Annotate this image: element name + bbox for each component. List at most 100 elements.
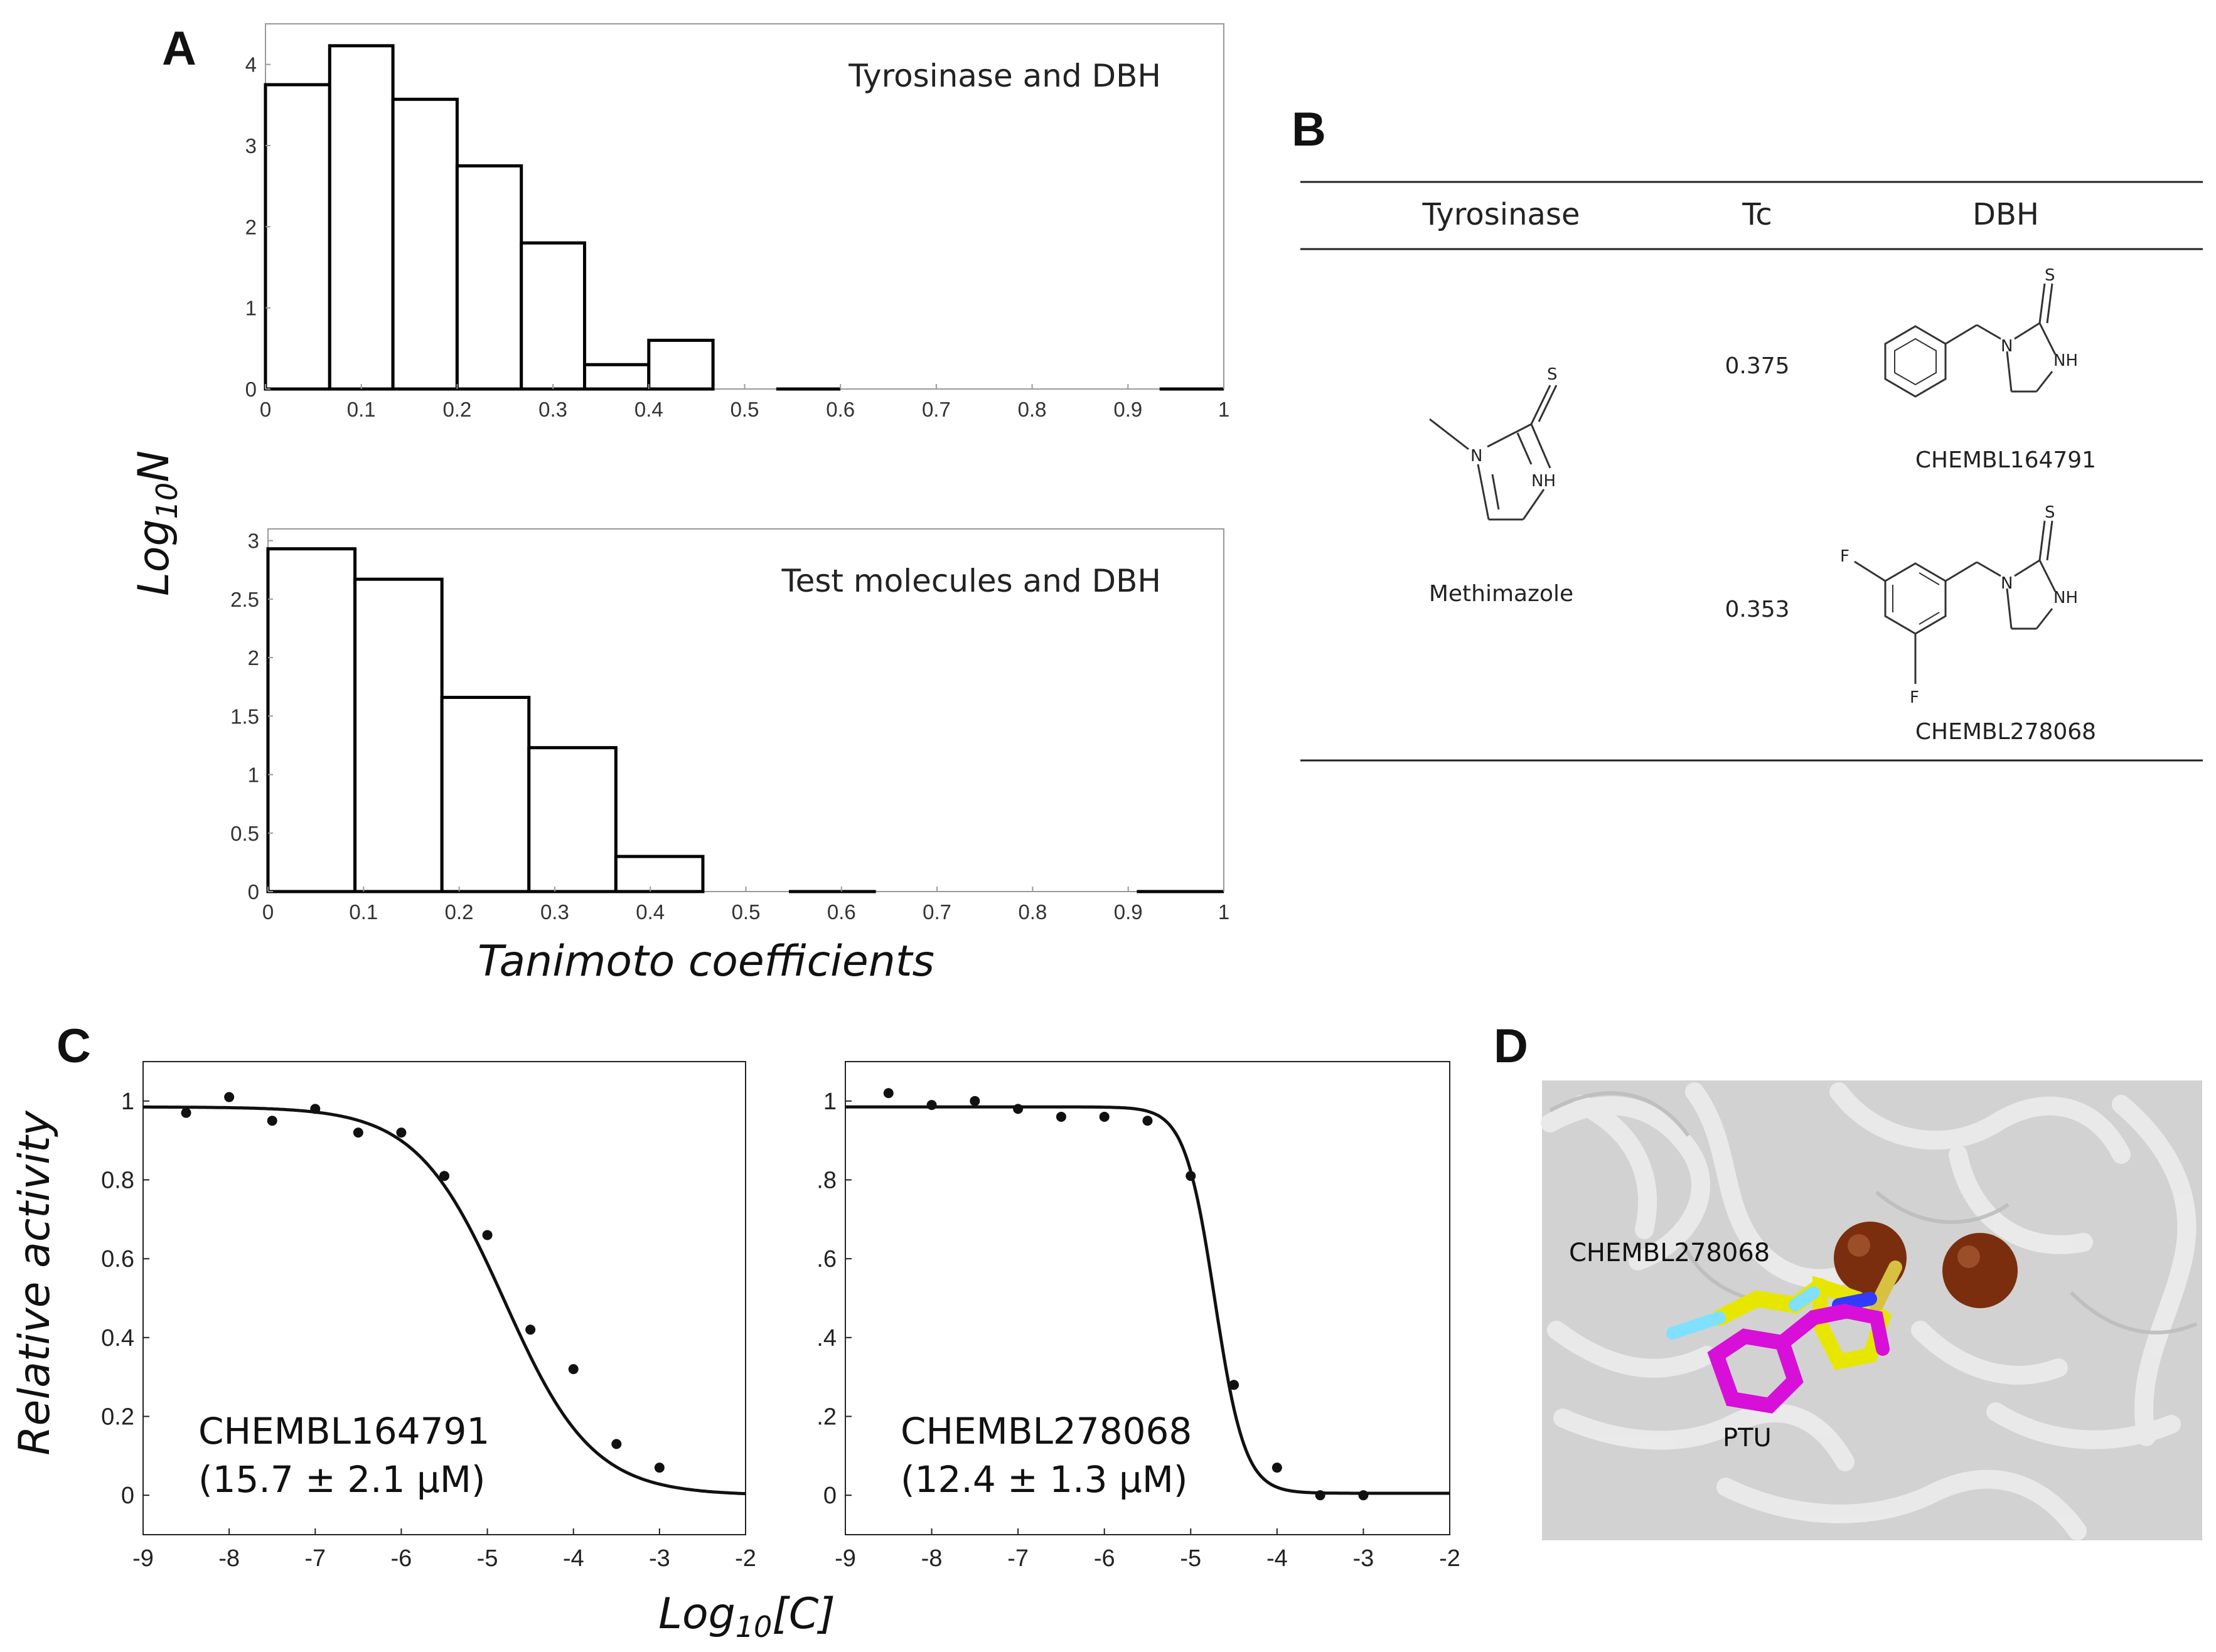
x-tick-label-7: -2 <box>735 1545 756 1572</box>
dose-response-chembl164791: -9 -8 -7 -6 -5 -4 -3 -2 0 0.2 0.4 0.6 0.8 1 CHEMBL1647… <box>101 1061 756 1572</box>
x-tick-label-7: 0.7 <box>922 398 951 421</box>
x-tick-label-0: -9 <box>835 1545 856 1572</box>
docked-ligand-label: CHEMBL278068 <box>1569 1239 1770 1267</box>
hist-bar-1 <box>353 577 444 893</box>
hist-bar-5 <box>582 363 651 391</box>
tc-value-row-2: 0.353 <box>1725 597 1789 622</box>
x-tick-label-5: 0.5 <box>732 900 761 924</box>
table-header-tyrosinase: Tyrosinase <box>1421 197 1580 232</box>
hist-title: Test molecules and DBH <box>781 563 1161 599</box>
data-point-9 <box>1271 1463 1282 1473</box>
y-tick-label-1: .2 <box>816 1404 837 1431</box>
data-point-0 <box>181 1107 191 1118</box>
y-tick-label-0: 0 <box>248 880 259 903</box>
dose-xlabel: Log10[C] <box>658 1589 835 1644</box>
data-point-11 <box>654 1463 665 1473</box>
x-tick-label-2: -7 <box>1007 1545 1029 1572</box>
axes-frame <box>142 1061 746 1535</box>
chembl164791-structure <box>1884 283 2057 398</box>
chembl164791-nh-atom: NH <box>2053 351 2078 370</box>
hist-bar-4 <box>520 241 586 391</box>
tc-value-row-1: 0.375 <box>1725 353 1789 379</box>
x-tick-label-5: -4 <box>1266 1545 1288 1572</box>
histogram-test-molecules-dbh: 0 0.1 0.2 0.3 0.4 0.5 0.6 0.7 0.8 0.9 1 0 0.5 1 1.5 2 2.… <box>230 528 1229 924</box>
x-tick-label-5: 0.5 <box>731 398 759 421</box>
y-tick-label-1: 0.2 <box>101 1404 134 1431</box>
y-tick-label-3: .6 <box>816 1246 837 1272</box>
hist-bar-6 <box>647 338 715 391</box>
chembl278068-structure <box>1854 520 2057 684</box>
panel-label-c: C <box>56 1020 91 1073</box>
chembl278068-s-atom: S <box>2045 503 2055 522</box>
x-tick-label-2: -7 <box>304 1545 326 1572</box>
y-tick-label-5: 1 <box>823 1089 837 1115</box>
panel-label-b: B <box>1292 103 1326 156</box>
data-point-9 <box>568 1364 579 1375</box>
y-tick-label-2: .4 <box>816 1325 837 1351</box>
fit-curve <box>143 1105 746 1496</box>
ligand-sticks <box>1666 1260 1902 1414</box>
hist-bar-2 <box>391 97 459 391</box>
data-point-8 <box>1229 1380 1239 1390</box>
tyrosinase-compound-name: Methimazole <box>1429 581 1573 607</box>
hist-bar-0 <box>266 547 357 893</box>
x-tick-label-6: -3 <box>649 1545 670 1572</box>
data-point-1 <box>926 1100 937 1111</box>
data-point-6 <box>1142 1116 1153 1126</box>
y-tick-label-4: 0.8 <box>101 1168 134 1194</box>
dose-response-chembl278068: -9 -8 -7 -6 -5 -4 -3 -2 0 .2 .4 .6 .8 1 CHEMBL278068 (1… <box>816 1061 1460 1572</box>
x-tick-label-8: 0.8 <box>1018 398 1047 421</box>
metal-ion-1 <box>1834 1222 1907 1294</box>
compound-label: CHEMBL278068 <box>901 1410 1192 1452</box>
chembl278068-f-atom-top: F <box>1840 547 1849 566</box>
chembl164791-n-atom: N <box>2001 337 2013 356</box>
methimazole-n-atom: N <box>1470 447 1482 466</box>
methimazole-structure <box>1429 385 1558 521</box>
x-tick-label-9: 0.9 <box>1114 900 1143 924</box>
y-tick-label-5: 2.5 <box>230 588 259 611</box>
compound-label: CHEMBL164791 <box>198 1410 490 1452</box>
y-tick-label-4: .8 <box>816 1168 837 1194</box>
data-point-2 <box>970 1095 980 1106</box>
x-tick-label-7: 0.7 <box>923 900 951 924</box>
hist-bar-1 <box>328 44 395 391</box>
x-tick-label-9: 0.9 <box>1113 398 1142 421</box>
x-tick-label-6: 0.6 <box>826 398 855 421</box>
ic50-label: (12.4 ± 1.3 μM) <box>901 1458 1188 1501</box>
hist-bar-3 <box>455 164 523 391</box>
x-tick-label-6: 0.6 <box>827 900 856 924</box>
metal-ion-2 <box>1942 1233 2018 1308</box>
y-tick-label-3: 0.6 <box>101 1246 134 1272</box>
x-tick-label-3: -6 <box>391 1545 412 1572</box>
data-point-7 <box>1186 1171 1196 1181</box>
docking-render: CHEMBL278068 PTU <box>1541 1080 2202 1540</box>
x-tick-label-1: 0.1 <box>349 900 378 924</box>
x-tick-label-4: -5 <box>1180 1545 1201 1572</box>
chembl278068-nh-atom: NH <box>2053 589 2078 607</box>
y-tick-label-6: 3 <box>248 530 259 553</box>
data-point-10 <box>611 1439 622 1449</box>
data-point-8 <box>525 1324 536 1335</box>
y-tick-label-0: 0 <box>121 1483 134 1509</box>
histogram-tyrosinase-dbh: 0 0.1 0.2 0.3 0.4 0.5 0.6 0.7 0.8 0.9 1 0 1 2 3 4 Tyrosi… <box>245 23 1229 421</box>
x-tick-label-10: 1 <box>1218 398 1229 421</box>
methimazole-nh-atom: NH <box>1531 472 1556 491</box>
data-point-4 <box>1056 1111 1066 1122</box>
metal-ion-2-highlight <box>1957 1245 1980 1268</box>
table-header-dbh: DBH <box>1972 197 2039 232</box>
y-tick-label-2: 0.4 <box>101 1325 134 1351</box>
data-point-2 <box>267 1116 277 1126</box>
y-tick-label-2: 1 <box>248 764 259 787</box>
x-tick-label-0: 0 <box>262 900 274 924</box>
metal-ion-1-highlight <box>1848 1234 1870 1257</box>
data-point-5 <box>396 1127 407 1138</box>
x-tick-label-2: 0.2 <box>445 900 474 924</box>
x-tick-label-10: 1 <box>1218 900 1229 924</box>
data-point-4 <box>353 1127 363 1138</box>
chembl164791-s-atom: S <box>2045 266 2055 285</box>
x-tick-label-7: -2 <box>1439 1545 1460 1572</box>
y-tick-label-4: 4 <box>245 53 257 77</box>
data-point-3 <box>310 1104 321 1114</box>
ic50-label: (15.7 ± 2.1 μM) <box>198 1458 486 1501</box>
data-point-5 <box>1099 1111 1110 1122</box>
